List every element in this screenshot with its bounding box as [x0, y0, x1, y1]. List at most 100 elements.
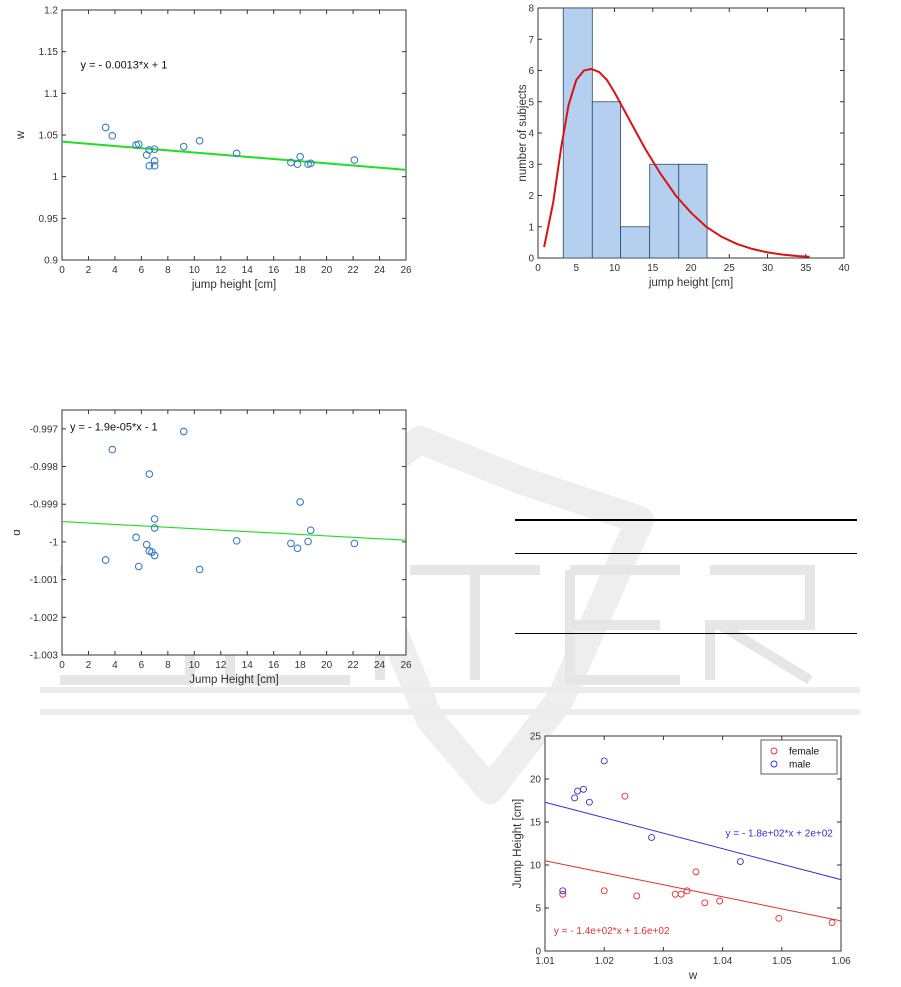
- y-axis-label: d: [14, 529, 23, 535]
- data-point: [145, 161, 154, 170]
- x-axis-label: w: [688, 970, 698, 982]
- data-point-male: [571, 794, 579, 802]
- data-point: [150, 161, 159, 170]
- data-point: [306, 526, 315, 535]
- y-tick-label: 5: [528, 97, 534, 108]
- table-header-rule: [515, 553, 857, 554]
- x-tick-label: 1.02: [594, 956, 614, 967]
- chart-w-vs-jump-height: 0 2 4 6 8 10 12 14 16 18 20 22 24 260.90.9511.051.11.…: [15, 6, 412, 292]
- legend-marker-male: [770, 760, 778, 768]
- x-tick-label: 14: [242, 265, 254, 276]
- x-tick-label: 5: [573, 263, 579, 274]
- data-point-male: [585, 798, 593, 806]
- y-tick-label: 1.1: [44, 89, 58, 100]
- x-tick-label: 22: [348, 265, 360, 276]
- data-point: [293, 160, 302, 169]
- data-point-female: [775, 914, 783, 922]
- data-point: [108, 445, 117, 454]
- x-tick-label: 4: [112, 265, 118, 276]
- y-axis-label: Jump Height [cm]: [512, 799, 524, 888]
- x-tick-label: 30: [762, 263, 774, 274]
- data-point: [287, 539, 295, 548]
- x-tick-label: 12: [215, 660, 227, 671]
- x-tick-label: 2: [86, 660, 92, 671]
- data-point: [350, 539, 359, 548]
- legend-label-male: male: [789, 760, 811, 771]
- histogram-bar: [620, 226, 651, 259]
- x-tick-label: 8: [165, 660, 171, 671]
- legend-box: [760, 739, 838, 775]
- data-point: [150, 524, 159, 532]
- plot-area: [61, 409, 407, 656]
- x-tick-label: 16: [268, 660, 280, 671]
- data-point-female: [683, 887, 691, 895]
- data-point: [232, 149, 241, 158]
- fit-line: [61, 521, 407, 541]
- y-tick-label: 4: [528, 129, 534, 140]
- data-point-female: [600, 887, 608, 895]
- data-point: [232, 536, 241, 545]
- data-point: [195, 136, 204, 145]
- x-tick-label: 20: [321, 265, 333, 276]
- legend-marker-female: [770, 747, 778, 755]
- chart-jump-height-vs-w: 1.01 1.02 1.03 1.04 1.05 1.06 0 5 10 15 20 25 w Jump …: [512, 732, 851, 983]
- data-point: [150, 145, 159, 154]
- data-point: [101, 556, 110, 564]
- data-point: [293, 544, 302, 553]
- y-axis-label: w: [15, 130, 27, 140]
- y-tick-label: -1.002: [30, 613, 59, 624]
- y-tick-label: 0.95: [39, 214, 59, 225]
- x-tick-label: 6: [139, 660, 145, 671]
- y-tick-label: 20: [530, 775, 542, 786]
- data-point: [101, 123, 110, 132]
- data-point: [150, 156, 159, 165]
- y-tick-label: -0.998: [30, 462, 59, 473]
- y-tick-label: 2: [528, 191, 534, 202]
- data-point: [350, 156, 359, 164]
- data-point: [132, 533, 140, 542]
- y-tick-label: -0.997: [30, 424, 59, 435]
- y-tick-label: 8: [528, 4, 534, 15]
- data-point-female: [677, 890, 685, 898]
- data-point: [142, 540, 151, 549]
- y-tick-label: 7: [528, 35, 534, 46]
- x-tick-label: 24: [374, 660, 386, 671]
- x-tick-label: 18: [295, 660, 307, 671]
- density-curve: [543, 67, 810, 258]
- fit-equation-male: y = - 1.8e+02*x + 2e+02: [726, 829, 834, 840]
- x-tick-label: 10: [609, 263, 621, 274]
- table-bottom-rule: [515, 633, 857, 634]
- y-tick-label: -0.999: [30, 500, 59, 511]
- x-tick-label: 14: [242, 660, 254, 671]
- x-tick-label: 35: [800, 263, 812, 274]
- fit-line-male: [544, 801, 842, 881]
- x-axis-label: jump height [cm]: [648, 277, 733, 289]
- y-tick-label: 10: [530, 861, 542, 872]
- fit-line-female: [544, 860, 842, 922]
- scatter-w-vs-jump-height: 0 2 4 6 8 10 12 14 16 18 20 22 24 26 0.9 0.95 1 1.05 1.1 1.…: [14, 0, 414, 300]
- x-tick-label: 4: [112, 660, 118, 671]
- y-tick-label: -1.003: [30, 651, 59, 662]
- y-axis-label: number of subjects: [517, 84, 529, 181]
- data-point: [304, 537, 312, 546]
- x-axis-label: jump height [cm]: [191, 279, 276, 291]
- data-point: [179, 427, 188, 436]
- x-tick-label: 40: [838, 263, 850, 274]
- x-axis-label: Jump Height [cm]: [189, 674, 278, 686]
- fit-equation: y = - 0.0013*x + 1: [81, 59, 168, 71]
- data-point: [134, 140, 143, 149]
- x-tick-label: 1.03: [654, 956, 674, 967]
- chart-histogram-jump-height: 0 5 10 15 20 25 30 35 40 0 1 2 3 4 5 6 7 8 jump height [cm…: [517, 4, 850, 290]
- data-point: [296, 498, 305, 506]
- data-point-female: [633, 892, 641, 900]
- histogram-bar: [678, 163, 708, 259]
- y-tick-label: 1.2: [44, 6, 58, 17]
- x-tick-label: 20: [321, 660, 333, 671]
- x-tick-label: 24: [374, 265, 386, 276]
- data-point: [179, 142, 188, 151]
- y-tick-label: 0: [528, 254, 534, 265]
- scatter-jump-height-vs-w: 1.01 1.02 1.03 1.04 1.05 1.06 0 5 10 15 20 25 w Jump …: [505, 725, 875, 983]
- x-tick-label: 0: [535, 263, 541, 274]
- x-tick-label: 2: [86, 265, 92, 276]
- data-point: [145, 470, 154, 478]
